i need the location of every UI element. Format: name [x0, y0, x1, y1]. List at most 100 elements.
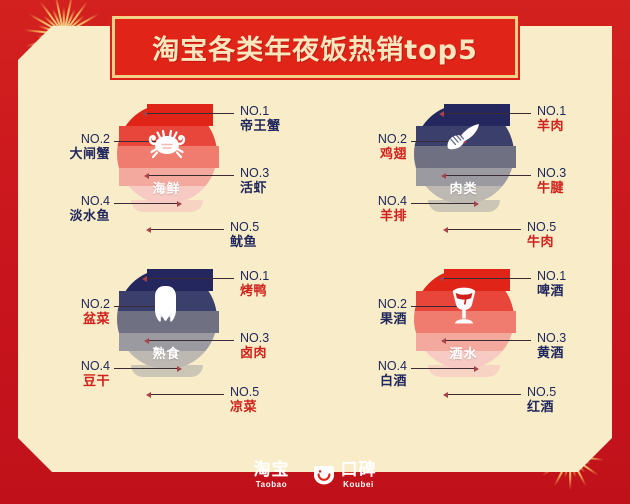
rank-callout: NO.3 活虾	[240, 166, 269, 196]
chart-band-tail	[130, 365, 203, 377]
footer-logos: 淘宝 Taobao 口碑 Koubei	[0, 454, 630, 496]
callout-leader-line	[441, 172, 531, 179]
callout-leader-line	[411, 200, 479, 207]
rank-callout: NO.5 牛肉	[527, 220, 556, 250]
rank-number: NO.2	[377, 132, 407, 146]
rank-callout: NO.5 红酒	[527, 385, 556, 415]
funnel-chart: 酒水	[398, 269, 530, 401]
rank-item-name: 帝王蟹	[240, 118, 281, 134]
callout-leader-line	[439, 110, 531, 117]
rank-item-name: 烤鸭	[240, 283, 268, 299]
rank-callout: NO.5 凉菜	[230, 385, 259, 415]
callout-leader-line	[114, 200, 182, 207]
rank-item-name: 活虾	[240, 180, 268, 196]
callout-leader-line	[114, 365, 182, 372]
rank-callout: NO.1 烤鸭	[240, 269, 269, 299]
callout-arrow-icon	[146, 391, 151, 398]
rank-item-name: 羊肉	[537, 118, 565, 134]
rank-number: NO.1	[240, 269, 270, 283]
rank-number: NO.1	[240, 104, 270, 118]
callout-arrow-icon	[441, 172, 446, 179]
rank-callout: NO.2 大闸蟹	[24, 132, 110, 162]
logo-koubei[interactable]: 口碑 Koubei	[312, 459, 377, 489]
rank-number: NO.5	[230, 385, 260, 399]
rank-callout: NO.2 鸡翅	[321, 132, 407, 162]
chart-band-extension	[118, 168, 183, 186]
rank-number: NO.4	[377, 194, 407, 208]
callout-leader-line	[144, 337, 234, 344]
rank-callout: NO.2 果酒	[321, 297, 407, 327]
rank-number: NO.1	[537, 269, 567, 283]
callout-arrow-icon	[177, 365, 182, 372]
callout-leader-line	[144, 172, 234, 179]
callout-leader-line	[142, 275, 234, 282]
rank-callout: NO.4 豆干	[24, 359, 110, 389]
rank-item-name: 果酒	[379, 311, 407, 327]
callout-leader-line	[443, 226, 521, 233]
rank-number: NO.4	[377, 359, 407, 373]
rank-number: NO.5	[527, 385, 557, 399]
callout-arrow-icon	[142, 110, 147, 117]
roast-duck-icon	[144, 283, 190, 331]
logo-koubei-en: Koubei	[343, 479, 374, 489]
rank-callout: NO.4 淡水鱼	[24, 194, 110, 224]
rank-callout: NO.4 白酒	[321, 359, 407, 389]
rank-callout: NO.1 羊肉	[537, 104, 566, 134]
callout-leader-line	[441, 337, 531, 344]
rank-number: NO.3	[537, 166, 567, 180]
rank-item-name: 红酒	[527, 399, 555, 415]
rank-item-name: 盆菜	[82, 311, 110, 327]
chart-quadrant: 海鲜 NO.1 帝王蟹 NO.2 大闸蟹 NO.3 活虾 NO.4 淡水鱼 NO.5 鱿鱼	[18, 96, 315, 261]
page-title: 淘宝各类年夜饭热销top5	[152, 34, 478, 66]
rank-number: NO.5	[527, 220, 557, 234]
koubei-smile-bubble-icon	[312, 465, 336, 485]
callout-arrow-icon	[441, 337, 446, 344]
chart-disc-band	[116, 186, 217, 204]
crab-icon	[144, 118, 190, 166]
chart-band-extension	[415, 333, 480, 351]
chart-quadrant: 熟食 NO.1 烤鸭 NO.2 盆菜 NO.3 卤肉 NO.4 豆干 NO.5 凉菜	[18, 261, 315, 426]
chart-disc-band	[116, 351, 217, 369]
chart-band-extension	[443, 269, 510, 291]
rank-item-name: 凉菜	[230, 399, 258, 415]
callout-arrow-icon	[144, 337, 149, 344]
logo-taobao[interactable]: 淘宝 Taobao	[253, 459, 290, 489]
chart-band-extension	[146, 104, 213, 126]
chart-band-extension	[118, 333, 183, 351]
funnel-chart: 熟食	[101, 269, 233, 401]
chart-quadrant: 酒水 NO.1 啤酒 NO.2 果酒 NO.3 黄酒 NO.4 白酒 NO.5 红酒	[315, 261, 612, 426]
callout-leader-line	[411, 365, 479, 372]
callout-leader-line	[142, 110, 234, 117]
chart-band-tail	[427, 200, 500, 212]
callout-arrow-icon	[144, 172, 149, 179]
rank-number: NO.3	[537, 331, 567, 345]
rank-item-name: 羊排	[379, 208, 407, 224]
rank-item-name: 淡水鱼	[69, 208, 110, 224]
chart-band-extension	[146, 269, 213, 291]
rank-item-name: 牛肉	[527, 234, 555, 250]
chart-category-label: 肉类	[449, 182, 478, 197]
callout-leader-line	[146, 226, 224, 233]
chart-band-extension	[441, 146, 516, 168]
chart-grid: 海鲜 NO.1 帝王蟹 NO.2 大闸蟹 NO.3 活虾 NO.4 淡水鱼 NO.5 鱿鱼 肉类 NO.…	[18, 96, 612, 426]
rank-callout: NO.1 帝王蟹	[240, 104, 281, 134]
rank-callout: NO.1 啤酒	[537, 269, 566, 299]
chart-band-tail	[130, 200, 203, 212]
rank-number: NO.4	[80, 359, 110, 373]
funnel-chart: 海鲜	[101, 104, 233, 236]
rank-item-name: 鱿鱼	[230, 234, 258, 250]
rank-callout: NO.2 盆菜	[24, 297, 110, 327]
chart-band-tail	[427, 365, 500, 377]
rank-item-name: 大闸蟹	[69, 146, 110, 162]
logo-taobao-cn: 淘宝	[253, 459, 290, 480]
chicken-wing-icon	[441, 118, 487, 166]
callout-arrow-icon	[474, 200, 479, 207]
logo-taobao-en: Taobao	[255, 479, 288, 489]
callout-arrow-icon	[142, 275, 147, 282]
rank-callout: NO.5 鱿鱼	[230, 220, 259, 250]
callout-leader-line	[146, 391, 224, 398]
rank-item-name: 卤肉	[240, 345, 268, 361]
logo-koubei-cn: 口碑	[340, 459, 377, 480]
chart-disc-band	[413, 186, 514, 204]
